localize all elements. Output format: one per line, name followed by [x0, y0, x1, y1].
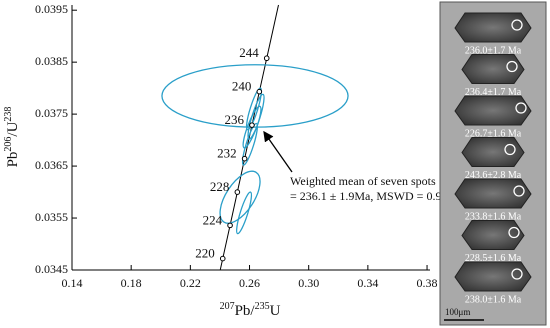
x-tick-label: 0.22 [180, 276, 201, 290]
x-label-part: U [270, 303, 281, 319]
concordia-point [219, 255, 226, 262]
y-label-part: 206 [3, 137, 14, 152]
concordia-extension [266, 4, 279, 59]
x-tick-label: 0.18 [121, 276, 142, 290]
y-axis-label: Pb206/U238 [3, 107, 22, 168]
y-tick-label: 0.0385 [35, 54, 68, 68]
y-label-part: /U [5, 121, 21, 136]
age-label: 236 [224, 112, 244, 127]
y-tick-label: 0.0365 [35, 158, 68, 172]
y-label-part: Pb [5, 152, 21, 168]
cl-age-label: 233.8±1.6 Ma [465, 211, 522, 222]
zircon-grain [454, 95, 532, 126]
x-tick-label: 0.38 [417, 276, 438, 290]
y-tick-label: 0.0395 [35, 2, 68, 16]
error-ellipse [245, 87, 263, 131]
x-tick-label: 0.30 [298, 276, 319, 290]
y-tick-label: 0.0355 [35, 210, 68, 224]
cl-panel: 236.0±1.7 Ma 236.4±1.7 Ma 226.7±1.6 Ma 243.… [439, 1, 547, 326]
cl-age-label: 243.6±2.8 Ma [465, 170, 522, 181]
cl-age-label: 236.0±1.7 Ma [465, 45, 522, 56]
error-ellipse [219, 170, 261, 224]
x-tick-label: 0.26 [239, 276, 260, 290]
age-label: 232 [217, 146, 237, 161]
age-label: 220 [195, 246, 215, 261]
annotation-arrow [263, 130, 293, 173]
zircon-grain [454, 178, 532, 209]
cl-age-label: 228.5±1.6 Ma [465, 253, 522, 264]
error-ellipse [236, 191, 253, 235]
zircon-grain [461, 54, 525, 84]
concordia-point [263, 55, 270, 62]
age-label: 240 [232, 79, 252, 94]
x-label-part: 207 [220, 301, 235, 312]
x-axis-label: 207Pb/235U [220, 301, 281, 320]
zircon-grain [461, 220, 525, 250]
y-tick-label: 0.0375 [35, 106, 68, 120]
x-label-part: 235 [255, 301, 270, 312]
spot [504, 143, 516, 156]
spot [515, 102, 527, 114]
spot [506, 60, 518, 73]
annotation: = 236.1 ± 1.9Ma, MSWD = 0.95 [290, 189, 447, 203]
concordia-point [234, 189, 241, 195]
cl-age-label: 226.7±1.6 Ma [465, 128, 522, 139]
y-label-part: 238 [3, 107, 14, 122]
concordia-point [227, 222, 233, 229]
x-label-part: Pb/ [235, 303, 256, 319]
error-ellipse [161, 64, 349, 128]
x-tick-label: 0.34 [357, 276, 378, 290]
concordia-point [241, 155, 248, 162]
concordia-point [249, 122, 255, 128]
spot [513, 185, 525, 197]
annotation: Weighted mean of seven spots [290, 174, 436, 188]
spot [511, 268, 523, 280]
concordia-point [256, 88, 263, 95]
spot [511, 19, 523, 31]
age-label: 228 [210, 179, 230, 194]
spot [508, 226, 520, 239]
error-ellipse [241, 122, 259, 166]
zircon-grain [454, 12, 532, 43]
scale-label: 100μm [445, 307, 470, 317]
zircon-grain [454, 261, 532, 292]
age-label: 244 [239, 45, 259, 60]
x-tick-label: 0.14 [62, 276, 83, 290]
y-tick-label: 0.0345 [35, 262, 68, 276]
cl-age-label: 238.0±1.6 Ma [465, 294, 522, 305]
error-ellipse [242, 105, 262, 149]
age-label: 224 [203, 212, 223, 227]
cl-age-label: 236.4±1.7 Ma [465, 87, 522, 98]
